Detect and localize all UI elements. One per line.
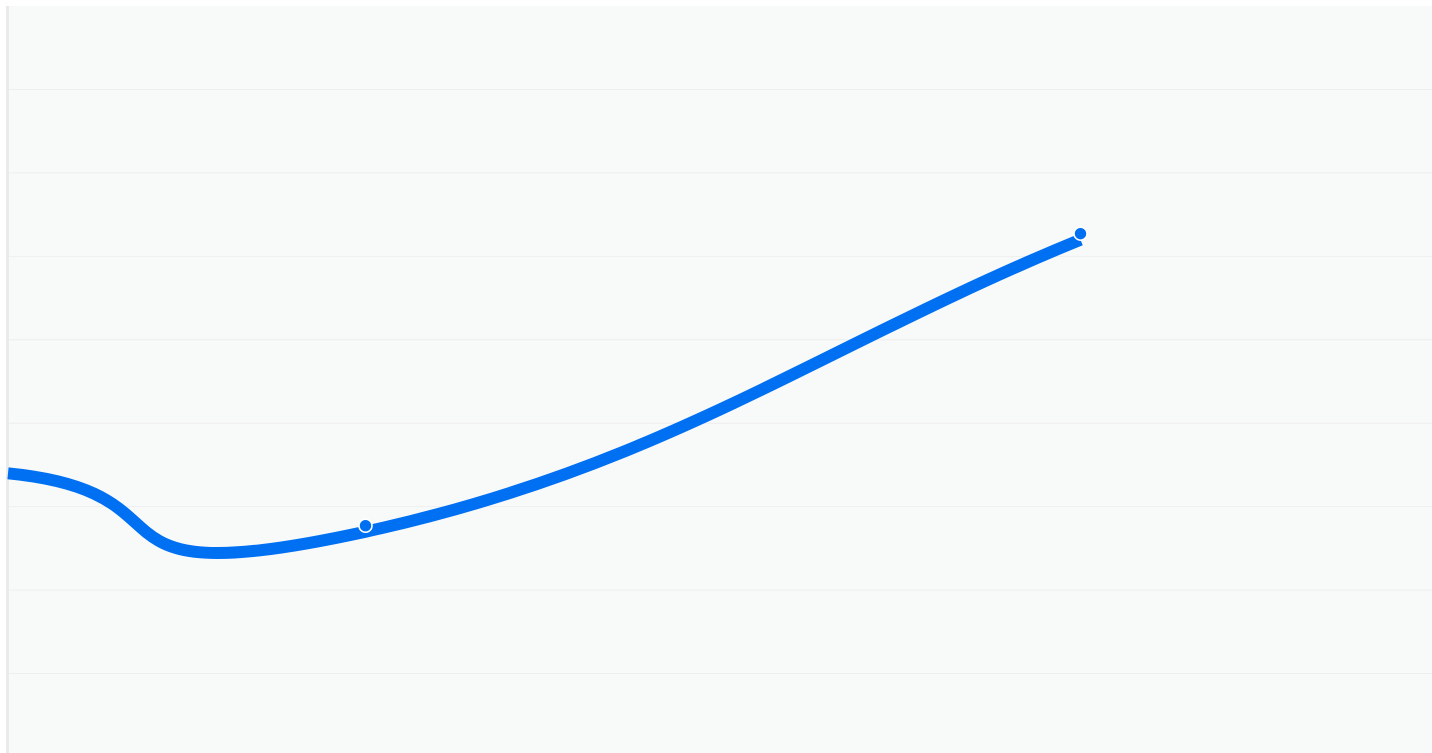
- plot-background: [8, 6, 1432, 753]
- data-point-hollow[interactable]: [358, 518, 373, 534]
- marker-layer: [358, 226, 1088, 534]
- grid-lines: [8, 88, 1432, 675]
- left-axis-rule: [6, 6, 9, 753]
- data-point-filled[interactable]: [1073, 226, 1088, 241]
